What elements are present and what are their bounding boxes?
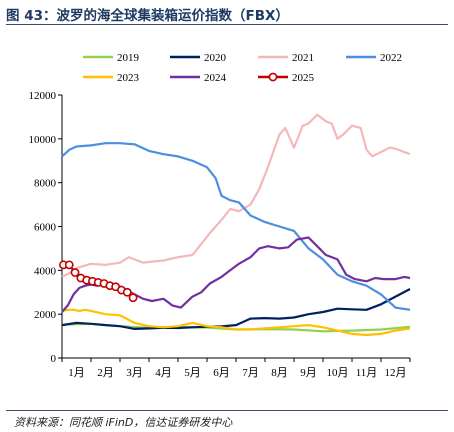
legend-label-2023: 2023: [117, 72, 140, 84]
y-tick-label: 4000: [34, 265, 57, 277]
series-line-2024: [61, 236, 411, 313]
x-tick-label: 2月: [97, 367, 114, 379]
source-rule: [6, 410, 448, 411]
series-line-2021: [61, 113, 411, 278]
series-line-2023: [61, 308, 411, 337]
figure-title: 图 43：波罗的海全球集装箱运价指数（FBX）: [6, 8, 289, 24]
series-line-2022: [61, 142, 411, 311]
title-rule: [6, 24, 448, 25]
source-note: 资料来源：同花顺 iFinD，信达证券研发中心: [14, 416, 233, 429]
series-point-2025: [64, 260, 74, 270]
legend-label-2025: 2025: [292, 72, 315, 84]
y-tick-label: 12000: [29, 90, 57, 102]
series-point-2025: [122, 287, 132, 297]
x-tick-label: 1月: [68, 367, 85, 379]
legend-label-2022: 2022: [380, 52, 402, 64]
legend-label-2019: 2019: [117, 52, 140, 64]
x-tick-label: 9月: [300, 367, 317, 379]
x-tick-label: 4月: [155, 367, 172, 379]
y-tick-label: 10000: [29, 134, 57, 146]
x-tick-label: 6月: [213, 367, 230, 379]
legend-marker-2025: [268, 72, 278, 82]
x-tick-label: 11月: [356, 367, 378, 379]
x-tick-label: 12月: [385, 367, 407, 379]
x-tick-label: 8月: [271, 367, 288, 379]
x-tick-label: 3月: [126, 367, 143, 379]
legend-label-2024: 2024: [204, 72, 227, 84]
y-tick-label: 2000: [34, 309, 57, 321]
x-tick-label: 5月: [184, 367, 201, 379]
fbx-line-chart: 0 2000 4000 6000 8000 10000 12000 1月 2月 3月 4月 5月 6月 7…: [29, 52, 411, 379]
legend-label-2020: 2020: [204, 52, 227, 64]
y-tick-label: 0: [51, 353, 57, 365]
y-tick-label: 6000: [34, 222, 57, 234]
x-tick-label: 7月: [242, 367, 259, 379]
series-point-2025: [70, 268, 80, 277]
y-tick-label: 8000: [34, 178, 57, 190]
series-point-2025: [128, 293, 138, 303]
legend-label-2021: 2021: [292, 52, 314, 64]
x-tick-label: 10月: [327, 367, 349, 379]
series-line-2020: [61, 288, 411, 330]
